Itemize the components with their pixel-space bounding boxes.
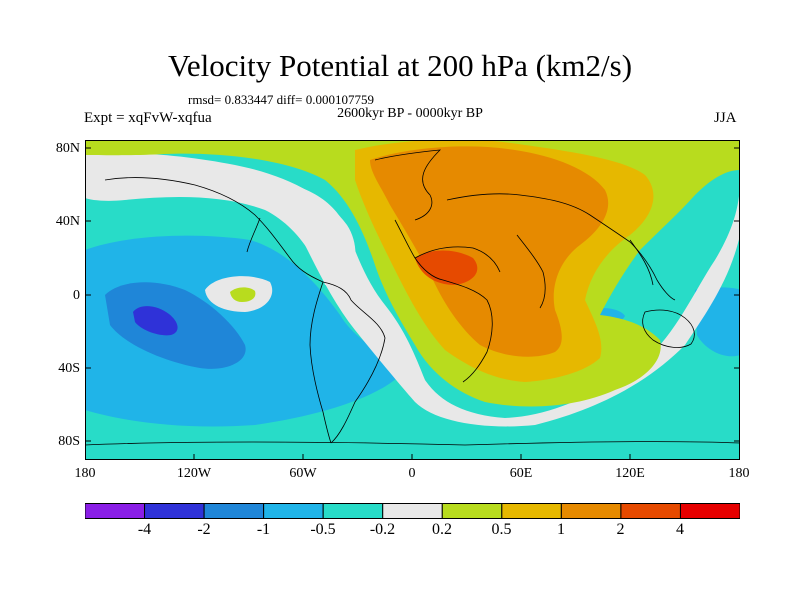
lon-label-120w: 120W [176, 466, 212, 481]
lon-label-60w: 60W [289, 466, 317, 481]
colorbar-box [382, 503, 443, 519]
colorbar-box [203, 503, 265, 519]
lon-label-120e: 120E [615, 466, 645, 481]
lon-label-180e: 180 [728, 466, 750, 481]
contour-pos-0-2-inner [230, 287, 256, 302]
lat-label-40n: 40N [55, 214, 80, 229]
velocity-potential-map [85, 140, 740, 460]
colorbar-box [501, 503, 562, 519]
colorbar-label: -4 [137, 521, 152, 538]
lat-label-40s: 40S [58, 361, 80, 376]
stats-text: rmsd= 0.833447 diff= 0.000107759 [188, 92, 374, 107]
colorbar-label: -1 [256, 521, 271, 538]
lon-label-0: 0 [408, 466, 416, 481]
chart-title: Velocity Potential at 200 hPa (km2/s) [167, 48, 633, 83]
coastlines [85, 149, 740, 446]
colorbar-label: -0.5 [310, 521, 336, 538]
experiment-label: Expt = xqFvW-xqfua [84, 110, 212, 126]
colorbar-box [144, 503, 205, 519]
lon-label-60e: 60E [509, 466, 533, 481]
colorbar-label: -2 [197, 521, 211, 538]
colorbar-label: 0.2 [432, 521, 452, 538]
contour-pos-1 [370, 146, 609, 357]
lat-label-0: 0 [73, 288, 80, 303]
contour-pos-2 [415, 250, 478, 285]
colorbar-label: -0.2 [369, 521, 396, 538]
colorbar-box [620, 503, 681, 519]
colorbar-box [85, 503, 146, 519]
colorbar-box [441, 503, 503, 519]
colorbar [85, 503, 740, 519]
colorbar-box [263, 503, 324, 519]
axis-ticks [85, 140, 740, 460]
colorbar-label: 4 [676, 521, 684, 538]
lat-label-80s: 80S [58, 434, 80, 449]
lon-label-180w: 180 [74, 466, 96, 481]
colorbar-label: 1 [557, 521, 565, 538]
colorbar-label: 2 [616, 521, 625, 538]
contour-neg-0-5 [85, 235, 405, 427]
lat-label-80n: 80N [55, 141, 80, 156]
contour-near-zero-north [85, 153, 356, 285]
season-label: JJA [714, 110, 737, 126]
colorbar-label: 0.5 [491, 521, 512, 538]
contour-neg-2 [133, 306, 178, 336]
colorbar-box [322, 503, 384, 519]
chart-subtitle: 2600kyr BP - 0000kyr BP [337, 106, 483, 121]
colorbar-box [679, 503, 740, 519]
colorbar-box [560, 503, 622, 519]
